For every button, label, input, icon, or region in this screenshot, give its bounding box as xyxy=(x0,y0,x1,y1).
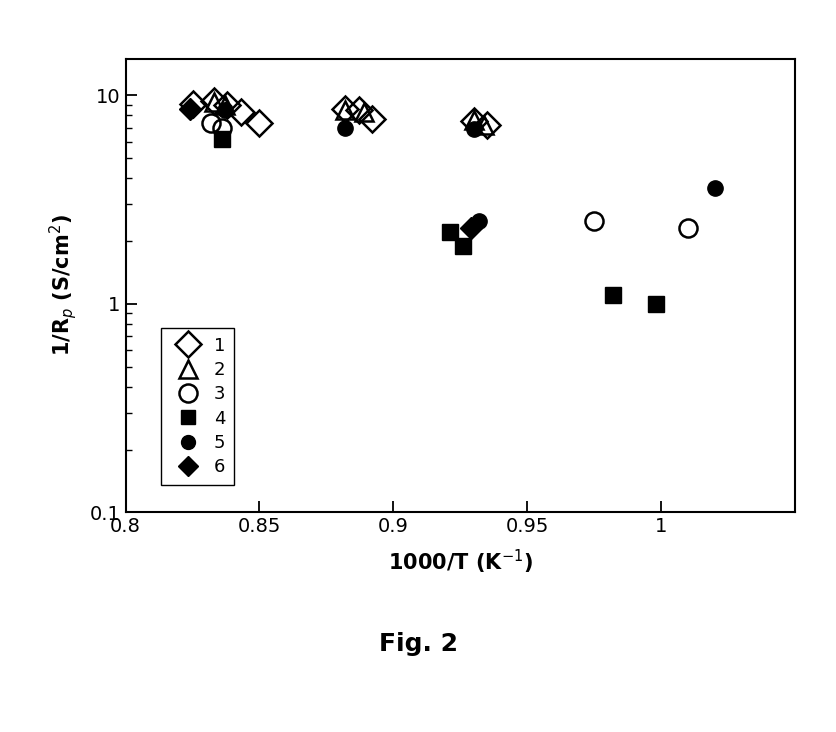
2 xyxy=(339,105,349,114)
1 xyxy=(222,100,232,109)
Line: 4: 4 xyxy=(214,131,663,312)
4 xyxy=(650,299,660,308)
1 xyxy=(468,117,478,126)
1 xyxy=(236,108,246,116)
X-axis label: 1000/T (K$^{-1}$): 1000/T (K$^{-1}$) xyxy=(387,548,533,575)
6 xyxy=(185,105,195,113)
3 xyxy=(217,123,227,132)
Line: 2: 2 xyxy=(205,93,493,134)
5 xyxy=(709,184,719,193)
Legend: 1, 2, 3, 4, 5, 6: 1, 2, 3, 4, 5, 6 xyxy=(161,327,234,485)
2 xyxy=(359,108,369,116)
5 xyxy=(339,123,349,132)
4 xyxy=(607,291,617,299)
Line: 3: 3 xyxy=(202,113,696,237)
2 xyxy=(209,97,219,106)
Y-axis label: 1/R$_p$ (S/cm$^2$): 1/R$_p$ (S/cm$^2$) xyxy=(47,214,79,356)
3 xyxy=(589,217,599,225)
4 xyxy=(457,242,467,250)
2 xyxy=(219,100,229,109)
1 xyxy=(366,115,376,124)
3 xyxy=(682,224,692,233)
2 xyxy=(468,116,478,124)
5 xyxy=(468,124,478,133)
2 xyxy=(479,121,489,130)
Text: Fig. 2: Fig. 2 xyxy=(379,632,457,656)
1 xyxy=(482,121,492,130)
4 xyxy=(444,228,454,237)
3 xyxy=(206,118,216,127)
5 xyxy=(219,105,229,114)
4 xyxy=(217,134,227,143)
1 xyxy=(254,118,264,127)
1 xyxy=(353,105,363,114)
6 xyxy=(466,224,476,233)
5 xyxy=(473,217,483,225)
Line: 5: 5 xyxy=(217,102,721,228)
1 xyxy=(209,97,219,105)
Line: 1: 1 xyxy=(183,92,496,134)
1 xyxy=(187,100,197,108)
1 xyxy=(339,105,349,113)
Line: 6: 6 xyxy=(182,101,478,236)
